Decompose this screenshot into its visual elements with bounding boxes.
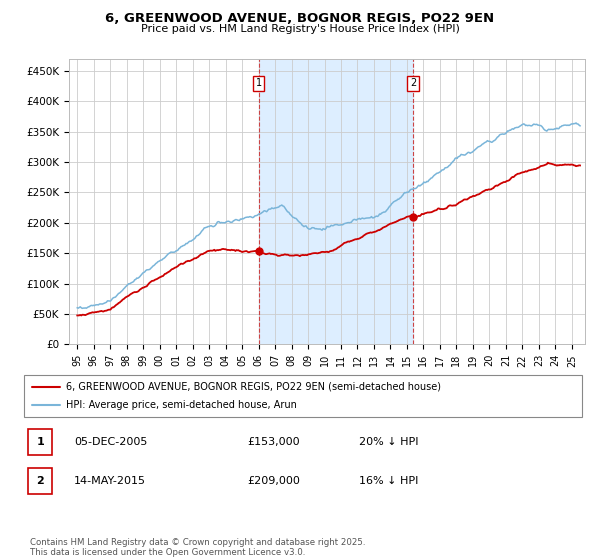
FancyBboxPatch shape xyxy=(28,468,52,494)
Text: HPI: Average price, semi-detached house, Arun: HPI: Average price, semi-detached house,… xyxy=(66,400,297,410)
Text: 05-DEC-2005: 05-DEC-2005 xyxy=(74,437,148,447)
Text: 2: 2 xyxy=(37,476,44,486)
Text: £209,000: £209,000 xyxy=(247,476,300,486)
FancyBboxPatch shape xyxy=(28,429,52,455)
Bar xyxy=(259,59,413,344)
FancyBboxPatch shape xyxy=(24,375,582,417)
Text: 1: 1 xyxy=(256,78,262,88)
Text: £153,000: £153,000 xyxy=(247,437,300,447)
Text: 1: 1 xyxy=(37,437,44,447)
Text: 6, GREENWOOD AVENUE, BOGNOR REGIS, PO22 9EN: 6, GREENWOOD AVENUE, BOGNOR REGIS, PO22 … xyxy=(106,12,494,25)
Text: Price paid vs. HM Land Registry's House Price Index (HPI): Price paid vs. HM Land Registry's House … xyxy=(140,24,460,34)
Text: 16% ↓ HPI: 16% ↓ HPI xyxy=(359,476,418,486)
Text: 6, GREENWOOD AVENUE, BOGNOR REGIS, PO22 9EN (semi-detached house): 6, GREENWOOD AVENUE, BOGNOR REGIS, PO22 … xyxy=(66,382,441,392)
Text: Contains HM Land Registry data © Crown copyright and database right 2025.
This d: Contains HM Land Registry data © Crown c… xyxy=(30,538,365,557)
Text: 20% ↓ HPI: 20% ↓ HPI xyxy=(359,437,418,447)
Text: 2: 2 xyxy=(410,78,416,88)
Text: 14-MAY-2015: 14-MAY-2015 xyxy=(74,476,146,486)
